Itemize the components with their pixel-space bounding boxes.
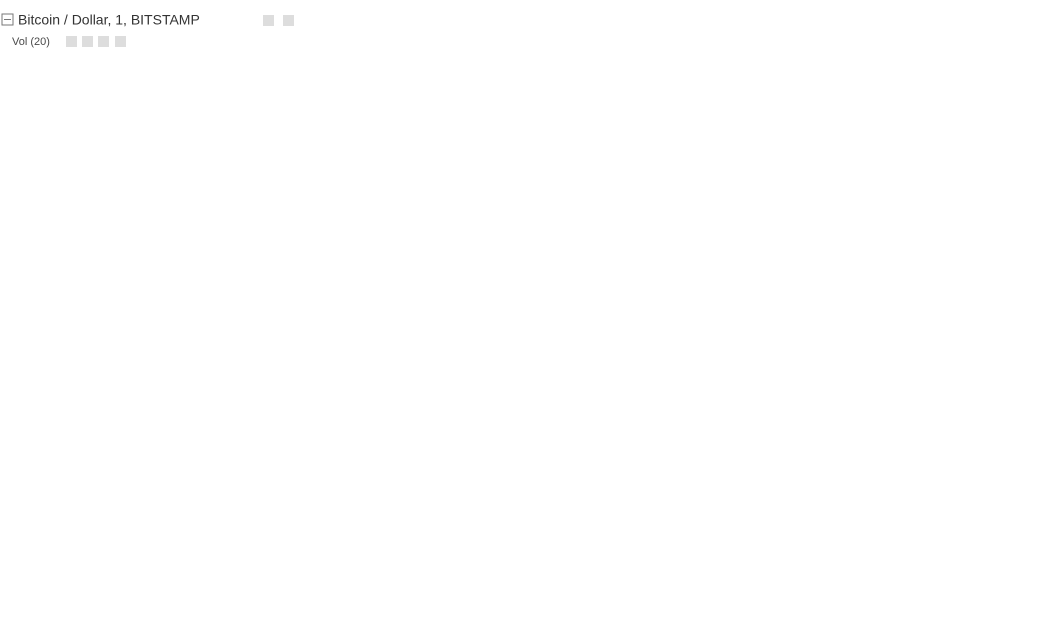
- symbol-title: Bitcoin / Dollar, 1, BITSTAMP: [18, 12, 200, 28]
- eye-icon[interactable]: [66, 36, 77, 47]
- settings-icon[interactable]: [82, 36, 93, 47]
- close-icon[interactable]: [115, 36, 126, 47]
- move-icon[interactable]: [98, 36, 109, 47]
- legend-header: Bitcoin / Dollar, 1, BITSTAMP Vol (20): [1, 12, 294, 48]
- settings-icon[interactable]: [283, 15, 294, 26]
- collapse-icon[interactable]: [1, 13, 14, 26]
- eye-icon[interactable]: [263, 15, 274, 26]
- volume-title: Vol (20): [12, 36, 50, 48]
